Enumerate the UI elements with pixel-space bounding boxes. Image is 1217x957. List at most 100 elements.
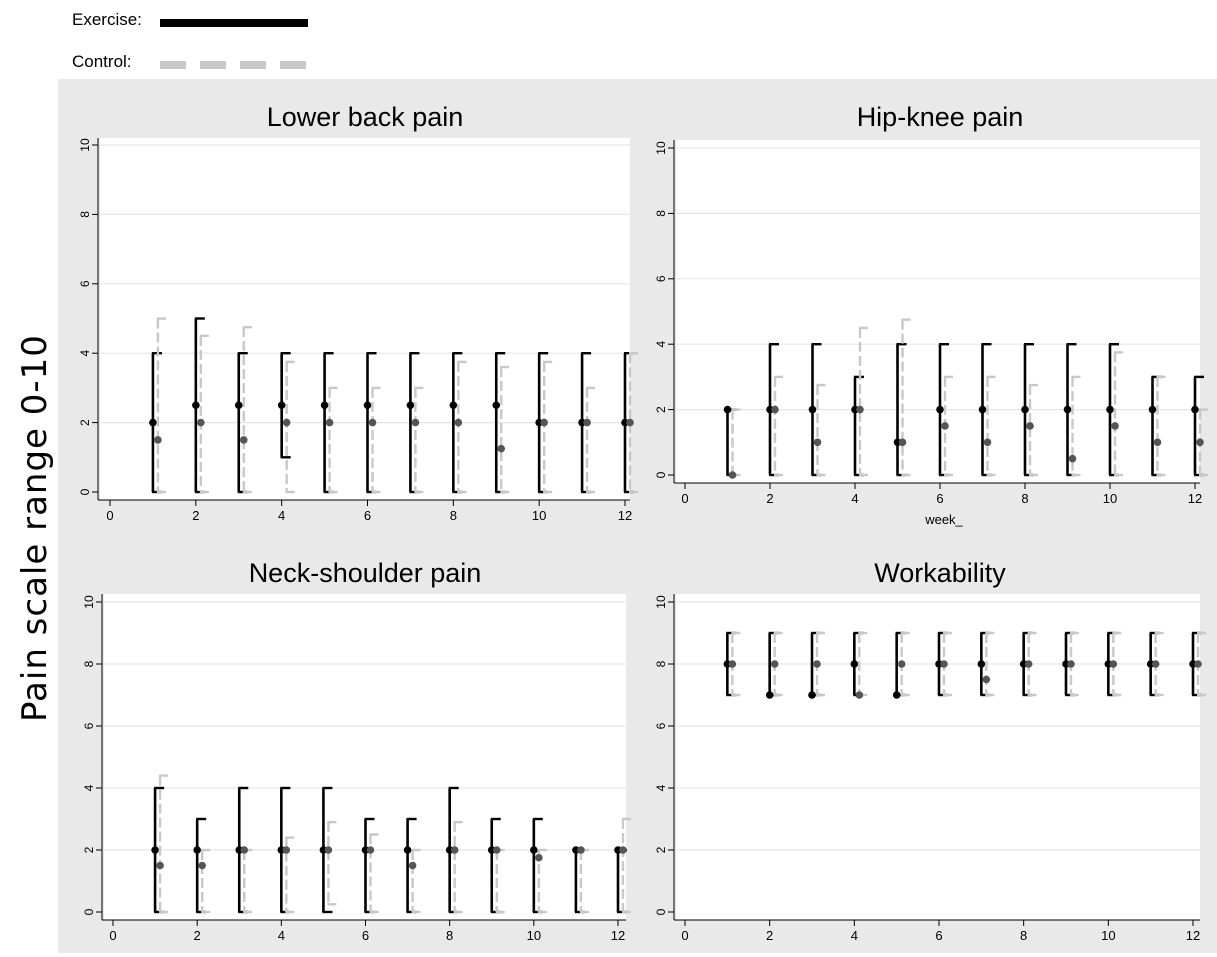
control-point xyxy=(154,436,162,444)
control-point xyxy=(282,846,291,854)
y-tick-label: 8 xyxy=(82,660,96,667)
exercise-point xyxy=(978,405,987,414)
x-tick-label: 2 xyxy=(766,491,773,506)
control-point xyxy=(240,846,249,854)
control-point xyxy=(450,846,459,854)
x-axis-label: week_ xyxy=(924,512,963,527)
x-tick-label: 4 xyxy=(851,491,858,506)
x-tick-label: 6 xyxy=(364,508,371,523)
control-point xyxy=(1151,660,1160,668)
control-point xyxy=(619,846,627,854)
x-tick-label: 8 xyxy=(446,928,453,943)
control-point xyxy=(983,438,992,447)
control-point xyxy=(728,471,737,479)
y-tick-label: 10 xyxy=(654,595,668,609)
control-point xyxy=(497,444,506,453)
y-tick-label: 0 xyxy=(654,908,668,915)
y-tick-label: 4 xyxy=(82,784,96,791)
x-tick-label: 10 xyxy=(527,928,541,943)
legend-exercise-swatch xyxy=(160,19,308,27)
x-tick-label: 0 xyxy=(109,928,116,943)
control-point xyxy=(940,660,948,668)
control-point xyxy=(239,436,248,444)
exercise-point xyxy=(193,846,201,854)
x-tick-label: 0 xyxy=(106,508,113,523)
control-point xyxy=(770,660,779,668)
x-tick-label: 10 xyxy=(1101,928,1115,943)
control-point xyxy=(898,438,907,447)
x-tick-label: 12 xyxy=(611,928,625,943)
exercise-point xyxy=(1106,405,1114,414)
control-point xyxy=(1153,438,1162,447)
exercise-point xyxy=(234,401,243,410)
x-tick-label: 2 xyxy=(194,928,201,943)
panel-2: 0 2 4 6 8 10 0 2 4 6 8 10 12 Neck-shoulder pain xyxy=(82,558,631,943)
panel-1: 0 2 4 6 8 10 0 2 4 6 8 10 12 Hip-knee pain week_ xyxy=(654,102,1208,527)
control-point xyxy=(855,691,864,699)
exercise-point xyxy=(151,846,159,854)
control-point xyxy=(324,846,333,854)
x-tick-label: 4 xyxy=(278,508,285,523)
control-point xyxy=(366,846,375,854)
y-tick-label: 4 xyxy=(78,350,92,357)
y-tick-label: 8 xyxy=(654,210,668,217)
x-tick-label: 2 xyxy=(766,928,773,943)
x-tick-label: 10 xyxy=(532,508,546,523)
x-tick-label: 8 xyxy=(450,508,457,523)
panel-title: Lower back pain xyxy=(267,102,464,132)
y-tick-label: 2 xyxy=(82,846,96,853)
exercise-point xyxy=(765,691,774,699)
x-tick-label: 4 xyxy=(278,928,285,943)
x-tick-label: 8 xyxy=(1021,491,1028,506)
x-tick-label: 4 xyxy=(851,928,858,943)
y-tick-label: 2 xyxy=(654,846,668,853)
y-tick-label: 2 xyxy=(78,419,92,426)
panel-title: Hip-knee pain xyxy=(857,102,1024,132)
control-point xyxy=(626,418,634,427)
plot-area xyxy=(100,138,630,500)
control-point xyxy=(1196,438,1204,447)
y-tick-label: 4 xyxy=(654,784,668,791)
control-point xyxy=(982,675,991,684)
exercise-point xyxy=(320,401,329,410)
control-point xyxy=(408,861,417,870)
control-point xyxy=(197,418,205,427)
control-point xyxy=(1194,660,1202,668)
exercise-point xyxy=(1021,405,1029,414)
exercise-point xyxy=(192,401,200,410)
y-tick-label: 6 xyxy=(82,722,96,729)
control-point xyxy=(1111,422,1119,430)
legend: Exercise: Control: xyxy=(72,8,332,78)
y-tick-label: 6 xyxy=(78,280,92,287)
x-tick-label: 6 xyxy=(935,928,942,943)
control-point xyxy=(897,660,906,668)
control-point xyxy=(1109,660,1118,668)
x-tick-label: 10 xyxy=(1103,491,1117,506)
x-tick-label: 6 xyxy=(936,491,943,506)
panel-0: 0 2 4 6 8 10 0 2 4 6 8 10 12 Lower back pain xyxy=(78,102,638,523)
exercise-point xyxy=(808,405,817,414)
exercise-point xyxy=(808,691,816,699)
exercise-point xyxy=(403,846,412,854)
control-point xyxy=(1026,422,1034,430)
legend-exercise-label: Exercise: xyxy=(72,10,142,29)
control-point xyxy=(282,418,291,427)
y-tick-label: 0 xyxy=(654,471,668,478)
control-point xyxy=(856,405,864,414)
control-point xyxy=(198,861,206,870)
y-tick-label: 8 xyxy=(78,211,92,218)
control-point xyxy=(941,422,949,430)
x-tick-label: 2 xyxy=(192,508,199,523)
legend-control-label: Control: xyxy=(72,52,132,71)
x-tick-label: 12 xyxy=(1188,491,1202,506)
exercise-point xyxy=(492,401,501,410)
exercise-point xyxy=(936,405,944,414)
y-tick-label: 4 xyxy=(654,341,668,348)
control-point xyxy=(728,660,737,668)
control-point xyxy=(411,418,420,427)
exercise-point xyxy=(149,418,157,427)
exercise-point xyxy=(363,401,372,410)
control-point xyxy=(325,418,334,427)
x-tick-label: 8 xyxy=(1020,928,1027,943)
control-point xyxy=(454,418,463,427)
